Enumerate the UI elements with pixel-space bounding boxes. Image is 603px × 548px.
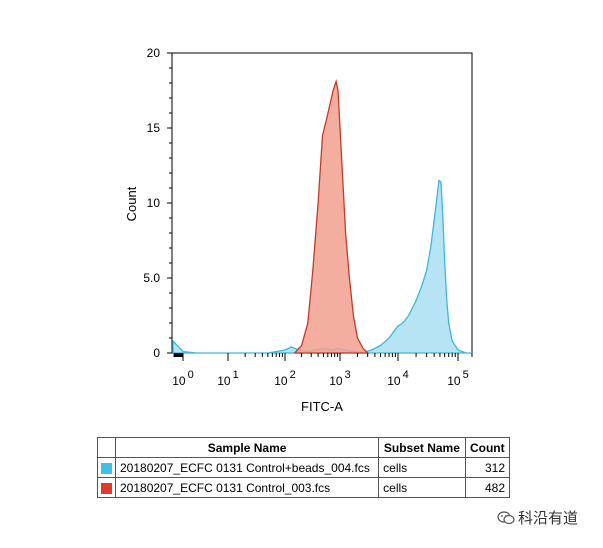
- sample-legend-table: Sample Name Subset Name Count 20180207_E…: [97, 437, 511, 498]
- legend-header-sample-name: Sample Name: [114, 437, 380, 458]
- histogram-chart: 0 5.0 10 15 20 10 0 10 1 10 2 10 3 10 4 10 5 Count FITC-…: [124, 46, 473, 414]
- legend-subset-name: cells: [378, 477, 466, 498]
- legend-row: 20180207_ECFC 0131 Control_003.fcs cells…: [97, 477, 511, 498]
- x-tick-label: 10 1: [217, 369, 238, 388]
- legend-header-subset-name: Subset Name: [378, 437, 466, 458]
- watermark: 科沿有道: [497, 507, 578, 528]
- x-tick-label: 10 0: [172, 369, 193, 388]
- legend-swatch-cell: [97, 457, 116, 478]
- wechat-icon: [497, 511, 515, 525]
- y-tick-label: 5.0: [143, 271, 160, 285]
- legend-header-row: Sample Name Subset Name Count: [97, 437, 511, 458]
- legend-swatch: [101, 482, 112, 494]
- y-tick-label: 0: [153, 346, 160, 360]
- histogram-series-control: [293, 79, 370, 354]
- legend-sample-name: 20180207_ECFC 0131 Control_003.fcs: [114, 477, 380, 498]
- y-tick-label: 15: [147, 121, 161, 135]
- legend-row: 20180207_ECFC 0131 Control+beads_004.fcs…: [97, 457, 511, 478]
- x-tick-label: 10 2: [274, 369, 295, 388]
- legend-header-swatch: [97, 437, 116, 458]
- x-axis-label: FITC-A: [301, 399, 343, 414]
- legend-swatch-cell: [97, 477, 116, 498]
- x-tick-label: 10 3: [329, 369, 350, 388]
- legend-subset-name: cells: [378, 457, 466, 478]
- y-tick-label: 20: [147, 46, 161, 60]
- legend-sample-name: 20180207_ECFC 0131 Control+beads_004.fcs: [114, 457, 380, 478]
- y-axis-label: Count: [124, 186, 139, 221]
- legend-swatch: [101, 462, 112, 474]
- legend-count: 312: [464, 457, 511, 478]
- x-tick-label: 10 4: [387, 369, 408, 388]
- histogram-series-beads: [172, 179, 472, 354]
- watermark-text: 科沿有道: [518, 509, 579, 527]
- legend-count: 482: [464, 477, 511, 498]
- y-tick-label: 10: [147, 196, 161, 210]
- legend-header-count: Count: [464, 437, 511, 458]
- x-tick-label: 10 5: [447, 369, 468, 388]
